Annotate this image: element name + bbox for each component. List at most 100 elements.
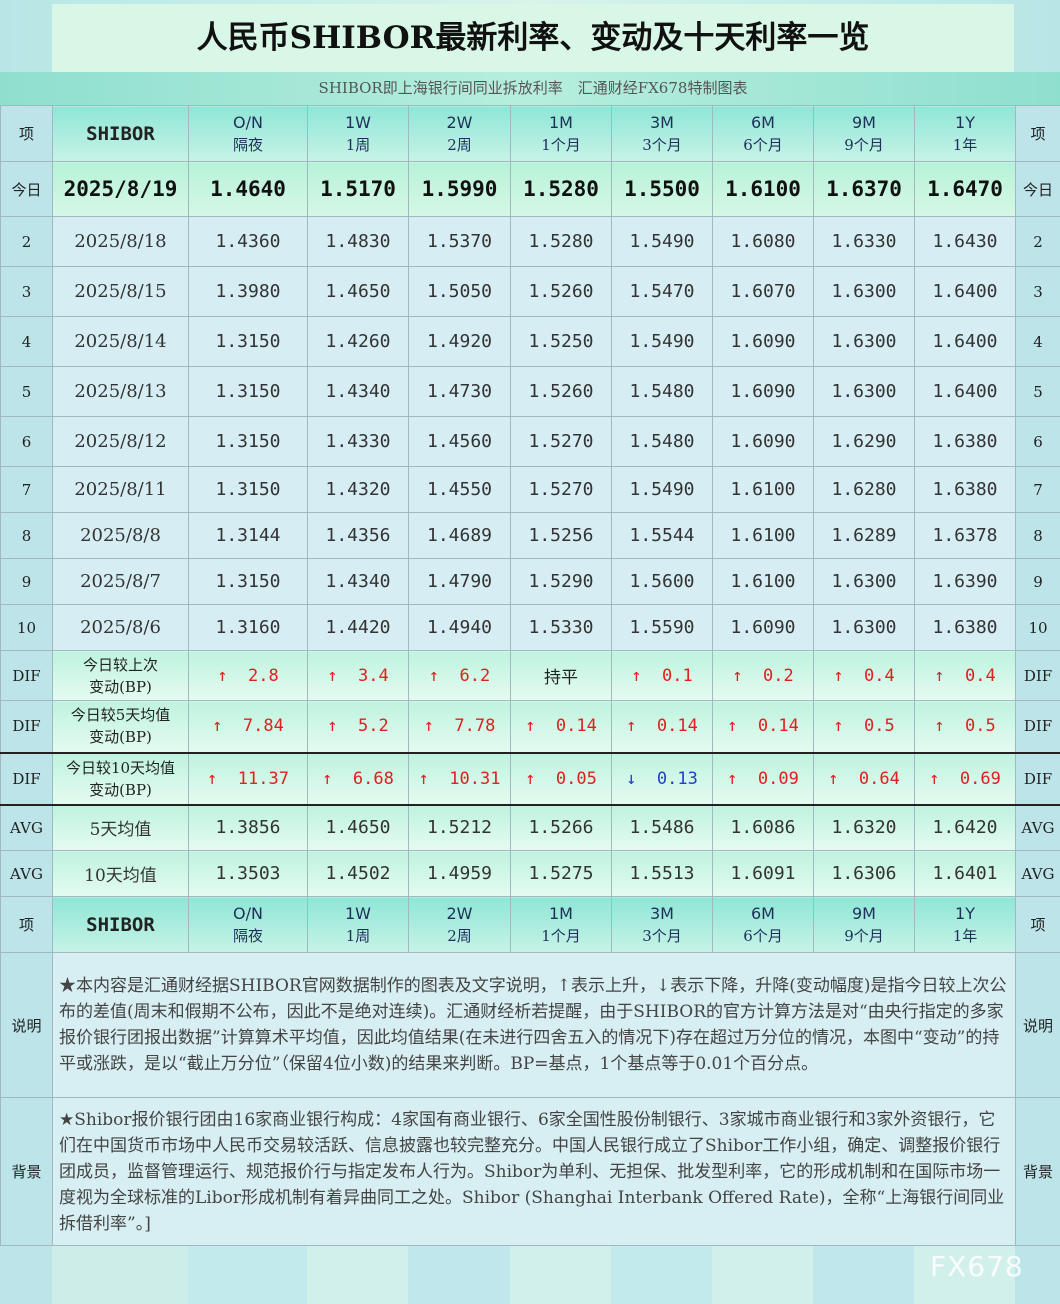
row-date: 2025/8/15 (52, 266, 189, 317)
rate-value: 1.3150 (188, 316, 308, 367)
arrow-up-icon: ↑ (322, 768, 333, 789)
history-row: 8 2025/8/8 1.3144 1.4356 1.4689 1.5256 1.5544 1… (0, 512, 1060, 559)
tenor-code: 2W (446, 903, 473, 923)
dif-number: 0.05 (555, 768, 597, 789)
row-side-label: 7 (0, 466, 53, 513)
arrow-up-icon: ↑ (631, 665, 642, 686)
rate-value: 1.5490 (611, 316, 713, 367)
row-side-label: 4 (0, 316, 53, 367)
dif-number: 2.8 (248, 665, 279, 686)
arrow-up-icon: ↑ (217, 665, 228, 686)
tenor-name: 1个月 (541, 926, 581, 945)
row-date: 2025/8/18 (52, 216, 189, 267)
dif-number: 7.84 (242, 716, 284, 737)
row-side-label: DIF (0, 650, 53, 701)
history-row: 5 2025/8/13 1.3150 1.4340 1.4730 1.5260 1.5480… (0, 366, 1060, 417)
avg-value: 1.5486 (611, 804, 713, 851)
header-shibor-label: SHIBOR (52, 896, 189, 953)
rate-value: 1.6378 (914, 512, 1016, 559)
tenor-code: O/N (233, 112, 263, 132)
row-date: 2025/8/8 (52, 512, 189, 559)
rate-value: 1.6100 (712, 512, 814, 559)
dif-number: 0.69 (959, 768, 1001, 789)
row-side-label: DIF (1015, 751, 1060, 806)
rate-value: 1.4260 (307, 316, 409, 367)
row-side-label: 6 (0, 416, 53, 467)
row-side-label: 项 (1015, 105, 1060, 162)
rate-value: 1.5544 (611, 512, 713, 559)
rate-value: 1.4420 (307, 604, 409, 651)
rate-value: 1.6100 (712, 558, 814, 605)
tenor-header: 3M 3个月 (611, 896, 713, 953)
rate-value: 1.4356 (307, 512, 409, 559)
row-side-label: AVG (0, 804, 53, 851)
dif-row: DIF 今日较上次 变动(BP) ↑ 2.8 ↑ 3.4 ↑ 6.2 持平 ↑ 0.1 ↑ 0.… (0, 650, 1060, 701)
rate-value: 1.6300 (813, 604, 915, 651)
dif-number: 0.4 (965, 665, 996, 686)
arrow-up-icon: ↑ (423, 716, 434, 737)
row-date: 2025/8/14 (52, 316, 189, 367)
row-side-label: 今日 (0, 161, 53, 217)
row-side-label: 说明 (1015, 952, 1060, 1098)
rate-value: 1.5050 (408, 266, 511, 317)
rate-value: 1.6290 (813, 416, 915, 467)
row-date: 2025/8/19 (52, 161, 189, 217)
tenor-code: 1M (549, 903, 573, 923)
row-side-label: 8 (0, 512, 53, 559)
rate-value: 1.6070 (712, 266, 814, 317)
tenor-name: 1年 (952, 926, 978, 945)
rate-value: 1.5330 (510, 604, 612, 651)
dif-number: 0.09 (757, 768, 799, 789)
tenor-code: 1Y (955, 903, 975, 923)
arrow-up-icon: ↑ (428, 665, 440, 686)
dif-value: ↑ 7.84 (188, 700, 308, 753)
header-row: 项 SHIBOR O/N 隔夜 1W 1周 2W 2周 1M 1个月 3M 3个月 6M 6个月 9M 9个月… (0, 105, 1060, 162)
history-row: 6 2025/8/12 1.3150 1.4330 1.4560 1.5270 1.5480… (0, 416, 1060, 467)
arrow-up-icon: ↑ (833, 665, 844, 686)
dif-value: ↑ 11.37 (188, 751, 308, 806)
rate-value: 1.6100 (712, 466, 814, 513)
dif-number: 0.64 (858, 768, 900, 789)
dif-value: ↑ 0.14 (611, 700, 713, 753)
dif-value: ↑ 7.78 (408, 700, 511, 753)
rate-value: 1.6090 (712, 604, 814, 651)
rate-value: 1.6300 (813, 316, 915, 367)
tenor-name: 2周 (447, 926, 472, 945)
rate-value: 1.5260 (510, 266, 612, 317)
dif-value: ↑ 0.4 (914, 650, 1016, 701)
note-row-explanation: 说明 ★本内容是汇通财经据SHIBOR官网数据制作的图表及文字说明，↑表示上升，↓… (0, 952, 1060, 1098)
dif-label-line1: 今日较10天均值 (65, 758, 176, 777)
row-side-label: 3 (1015, 266, 1060, 317)
tenor-header: 1Y 1年 (914, 105, 1016, 162)
rate-value: 1.5480 (611, 416, 713, 467)
arrow-up-icon: ↑ (934, 716, 945, 737)
avg-row-label: 10天均值 (52, 850, 189, 897)
dif-value: ↑ 0.5 (914, 700, 1016, 753)
shibor-table: 项 SHIBOR O/N 隔夜 1W 1周 2W 2周 1M 1个月 3M 3个月 6M 6个月 9M 9个月… (0, 105, 1060, 1246)
dif-number: 0.14 (555, 716, 597, 737)
arrow-down-icon: ↓ (626, 768, 637, 789)
dif-number: 0.2 (763, 665, 794, 686)
arrow-up-icon: ↑ (212, 716, 223, 737)
tenor-header: 1M 1个月 (510, 896, 612, 953)
rate-value: 1.5250 (510, 316, 612, 367)
tenor-code: 2W (446, 112, 473, 132)
tenor-code: 6M (751, 112, 775, 132)
dif-number: 0.14 (757, 716, 799, 737)
rate-value: 1.5170 (307, 161, 409, 217)
note-text: ★本内容是汇通财经据SHIBOR官网数据制作的图表及文字说明，↑表示上升，↓表示… (52, 952, 1016, 1098)
arrow-up-icon: ↑ (828, 768, 839, 789)
dif-row-label: 今日较10天均值 变动(BP) (52, 751, 189, 806)
row-side-label: 背景 (0, 1097, 53, 1246)
dif-number: 0.5 (864, 716, 895, 737)
rate-value: 1.5260 (510, 366, 612, 417)
rate-value: 1.3160 (188, 604, 308, 651)
row-date: 2025/8/7 (52, 558, 189, 605)
row-side-label: AVG (0, 850, 53, 897)
avg-row-label: 5天均值 (52, 804, 189, 851)
arrow-up-icon: ↑ (327, 716, 338, 737)
avg-value: 1.6086 (712, 804, 814, 851)
row-side-label: AVG (1015, 804, 1060, 851)
rate-value: 1.6090 (712, 416, 814, 467)
tenor-code: 1W (345, 112, 371, 132)
